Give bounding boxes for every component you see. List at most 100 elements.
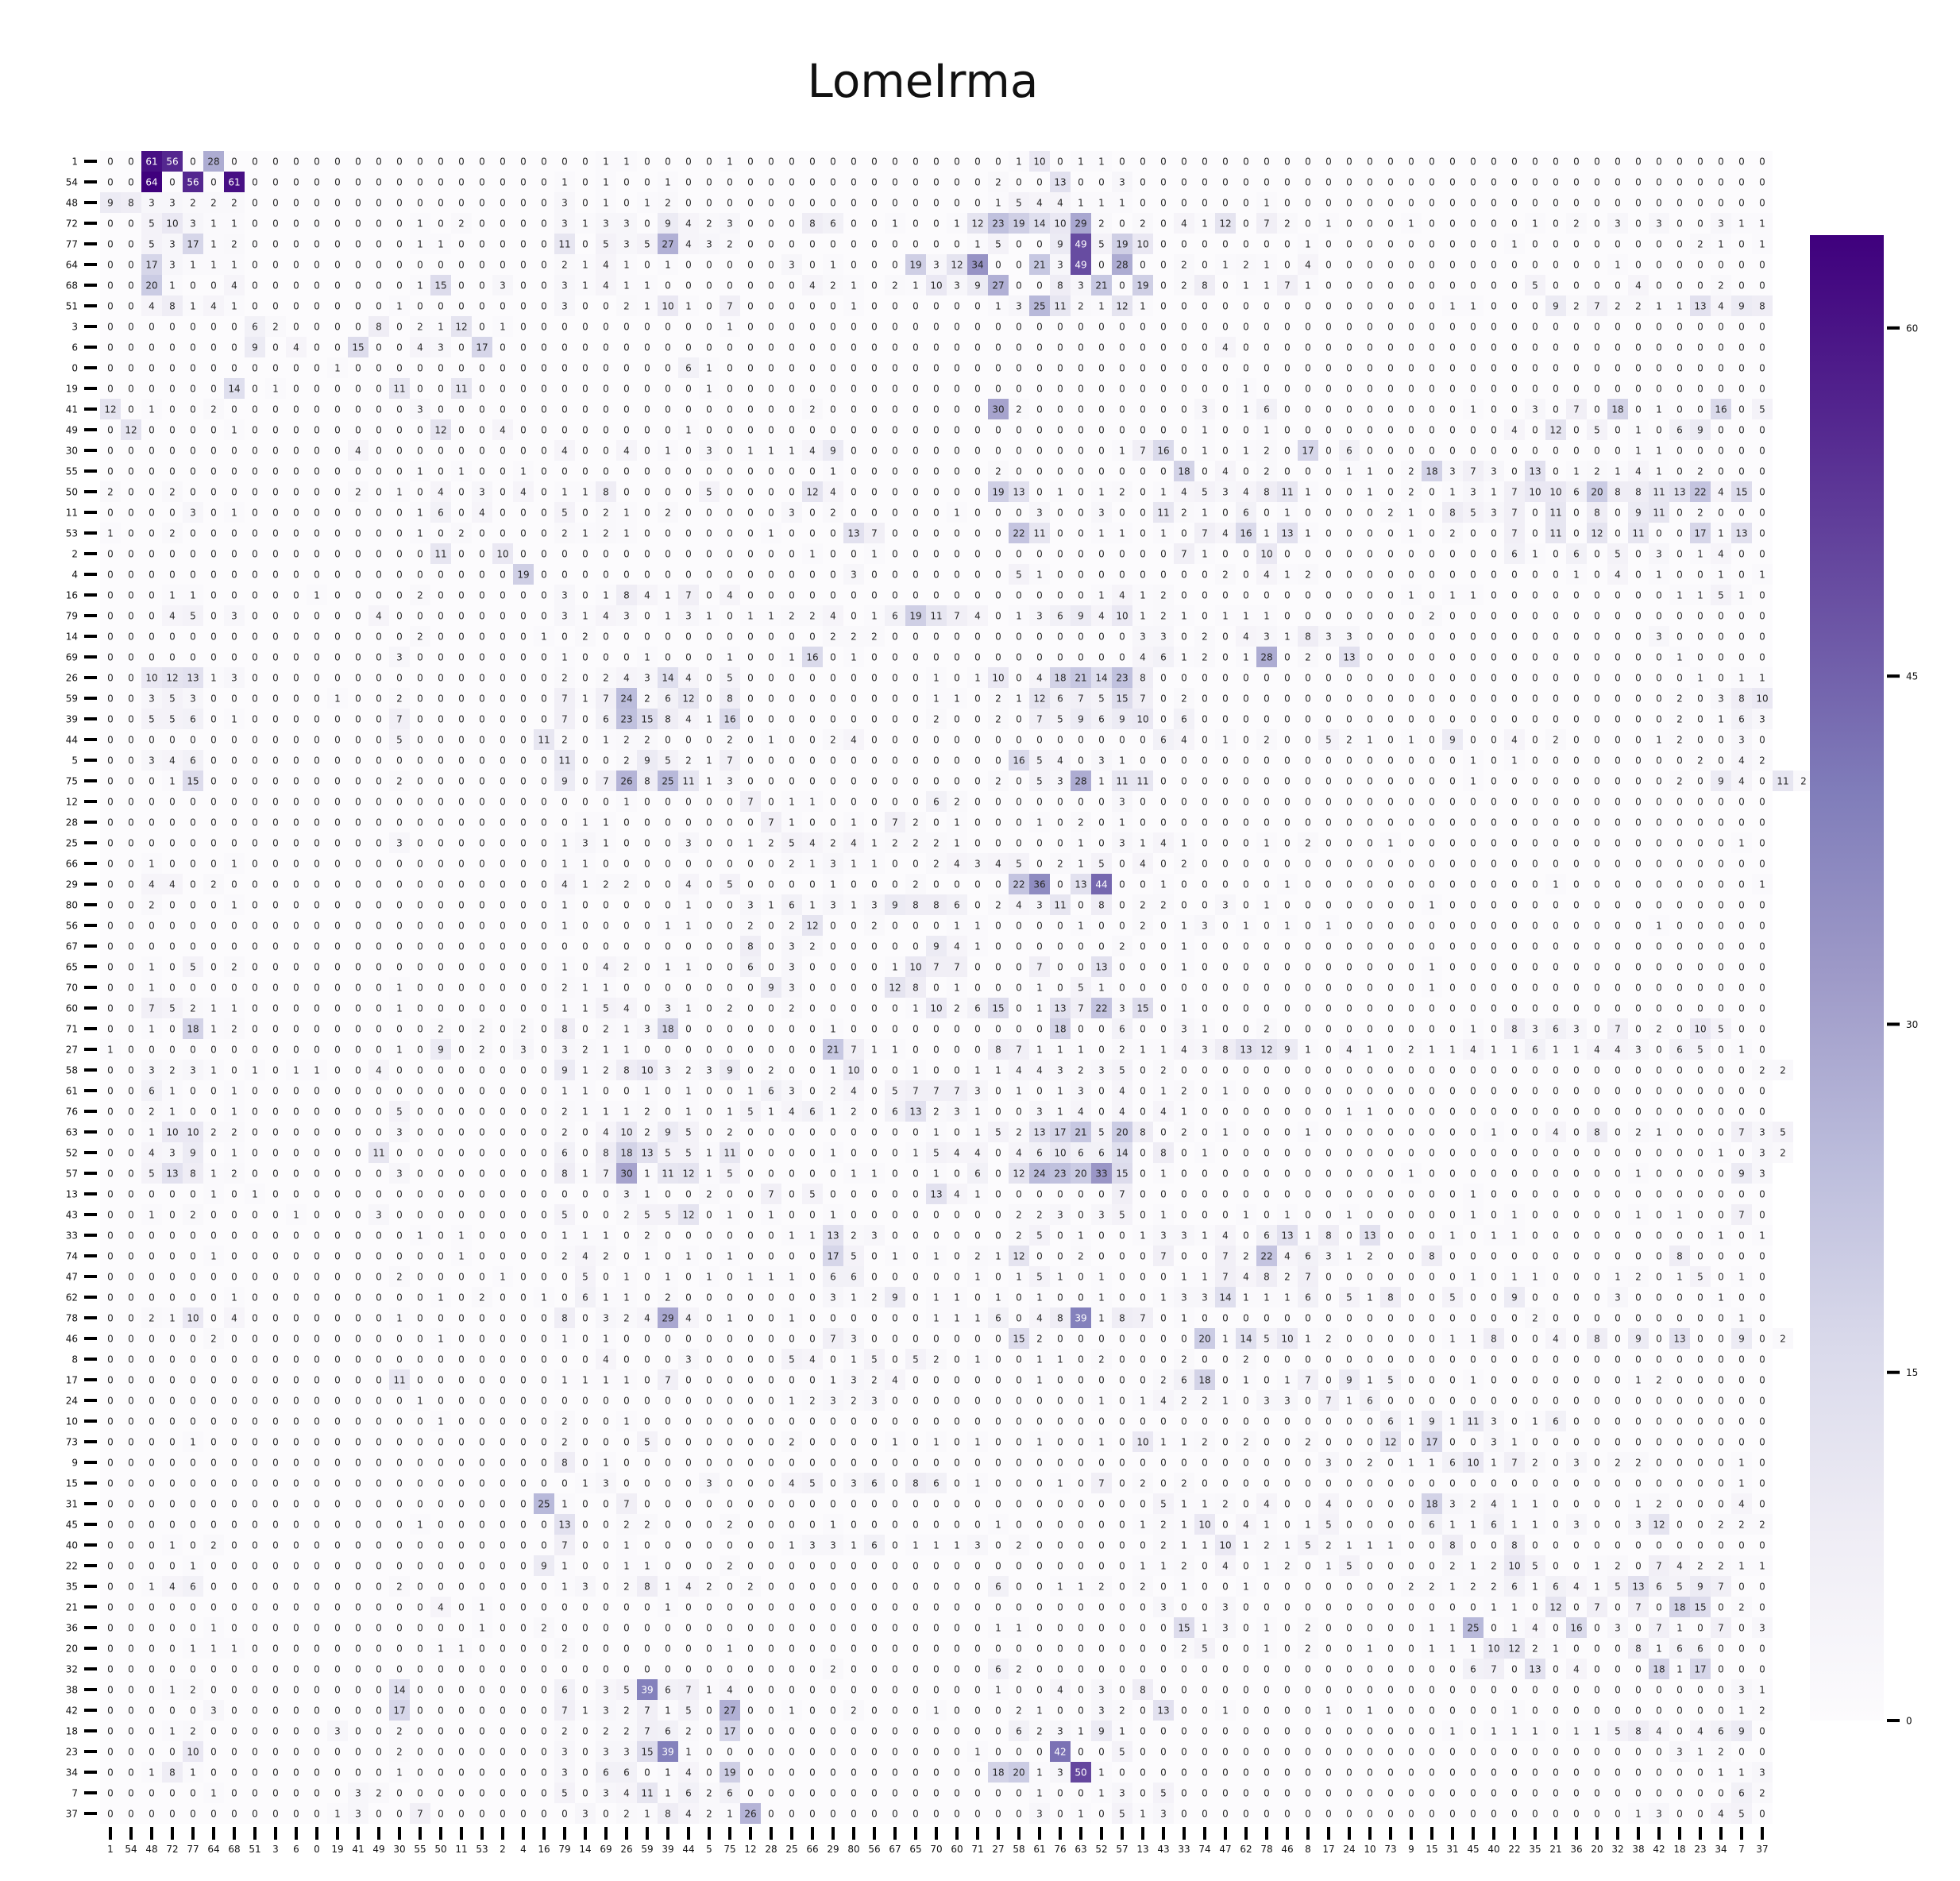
cell-value-label: 0	[355, 466, 361, 477]
cell-value-label: 0	[355, 363, 361, 374]
cell-value-label: 0	[1222, 549, 1229, 560]
cell-value-label: 7	[603, 776, 609, 787]
cell-value-label: 19	[1013, 218, 1024, 230]
cell-value-label: 1	[1532, 218, 1538, 230]
cell-value-label: 0	[1346, 363, 1352, 374]
cell-value-label: 0	[479, 239, 485, 250]
cell-value-label: 0	[1305, 322, 1311, 333]
cell-value-label: 0	[520, 198, 527, 209]
cell-value-label: 1	[314, 590, 320, 601]
cell-value-label: 0	[231, 776, 237, 787]
cell-value-label: 2	[665, 508, 671, 519]
cell-value-label: 0	[665, 363, 671, 374]
cell-value-label: 0	[1449, 384, 1456, 395]
heatmap-cell	[802, 172, 823, 192]
cell-value-label: 0	[1532, 177, 1538, 188]
cell-value-label: 0	[128, 322, 134, 333]
cell-value-label: 0	[1160, 776, 1167, 787]
cell-value-label: 0	[1408, 363, 1414, 374]
cell-value-label: 0	[334, 735, 341, 746]
cell-value-label: 12	[1549, 425, 1561, 436]
cell-value-label: 0	[1573, 384, 1580, 395]
heatmap-cell	[1442, 172, 1463, 192]
cell-value-label: 1	[623, 280, 630, 292]
cell-value-label: 0	[1387, 177, 1394, 188]
cell-value-label: 0	[1387, 611, 1394, 622]
cell-value-label: 0	[1140, 177, 1146, 188]
cell-value-label: 0	[334, 198, 341, 209]
cell-value-label: 0	[1325, 714, 1332, 725]
cell-value-label: 0	[520, 384, 527, 395]
cell-value-label: 0	[272, 280, 279, 292]
cell-value-label: 9	[1553, 301, 1559, 312]
heatmap-cell	[327, 151, 348, 172]
cell-value-label: 0	[1676, 466, 1683, 477]
cell-value-label: 0	[747, 652, 754, 663]
cell-value-label: 0	[1615, 652, 1621, 663]
cell-value-label: 3	[149, 198, 155, 209]
cell-value-label: 0	[1449, 570, 1456, 581]
cell-value-label: 0	[1408, 404, 1414, 415]
cell-value-label: 0	[190, 342, 196, 353]
cell-value-label: 0	[1429, 322, 1435, 333]
heatmap-cell	[637, 213, 658, 234]
cell-value-label: 11	[1549, 528, 1561, 539]
cell-value-label: 2	[1202, 632, 1208, 643]
heatmap-cell	[1463, 192, 1484, 213]
cell-value-label: 0	[458, 632, 465, 643]
cell-value-label: 0	[314, 549, 320, 560]
cell-value-label: 0	[231, 590, 237, 601]
cell-value-label: 0	[293, 735, 299, 746]
cell-value-label: 0	[809, 673, 816, 684]
cell-value-label: 0	[314, 301, 320, 312]
cell-value-label: 1	[706, 776, 712, 787]
cell-value-label: 0	[582, 156, 588, 168]
cell-value-label: 0	[293, 570, 299, 581]
cell-value-label: 2	[417, 590, 423, 601]
cell-value-label: 0	[1325, 177, 1332, 188]
heatmap-cell	[183, 151, 203, 172]
cell-value-label: 0	[1202, 177, 1208, 188]
cell-value-label: 0	[314, 218, 320, 230]
cell-value-label: 0	[1243, 322, 1249, 333]
cell-value-label: 0	[871, 218, 878, 230]
cell-value-label: 3	[1036, 611, 1043, 622]
cell-value-label: 0	[107, 549, 114, 560]
cell-value-label: 0	[871, 342, 878, 353]
cell-value-label: 0	[1305, 425, 1311, 436]
cell-value-label: 0	[1718, 735, 1724, 746]
cell-value-label: 0	[644, 611, 650, 622]
cell-value-label: 1	[1656, 301, 1662, 312]
cell-value-label: 0	[995, 363, 1001, 374]
cell-value-label: 30	[992, 404, 1004, 415]
cell-value-label: 0	[933, 156, 939, 168]
cell-value-label: 0	[355, 384, 361, 395]
cell-value-label: 0	[727, 404, 733, 415]
heatmap-cell	[1256, 192, 1277, 213]
cell-value-label: 0	[314, 466, 320, 477]
cell-value-label: 0	[314, 508, 320, 519]
cell-value-label: 0	[1491, 446, 1497, 457]
heatmap-cell	[348, 192, 368, 213]
cell-value-label: 0	[231, 652, 237, 663]
cell-value-label: 0	[1573, 528, 1580, 539]
cell-value-label: 1	[1325, 218, 1332, 230]
cell-value-label: 0	[706, 301, 712, 312]
cell-value-label: 0	[1264, 156, 1270, 168]
heatmap-cell	[245, 151, 265, 172]
cell-value-label: 0	[1573, 239, 1580, 250]
cell-value-label: 0	[541, 156, 547, 168]
cell-value-label: 0	[128, 508, 134, 519]
cell-value-label: 1	[644, 652, 650, 663]
cell-value-label: 0	[789, 156, 795, 168]
cell-value-label: 0	[912, 487, 919, 498]
cell-value-label: 0	[1284, 301, 1291, 312]
cell-value-label: 0	[1367, 693, 1373, 705]
cell-value-label: 0	[1676, 342, 1683, 353]
cell-value-label: 0	[1553, 322, 1559, 333]
cell-value-label: 0	[1449, 239, 1456, 250]
cell-value-label: 8	[1057, 280, 1063, 292]
cell-value-label: 0	[768, 693, 774, 705]
cell-value-label: 0	[272, 425, 279, 436]
cell-value-label: 0	[912, 218, 919, 230]
